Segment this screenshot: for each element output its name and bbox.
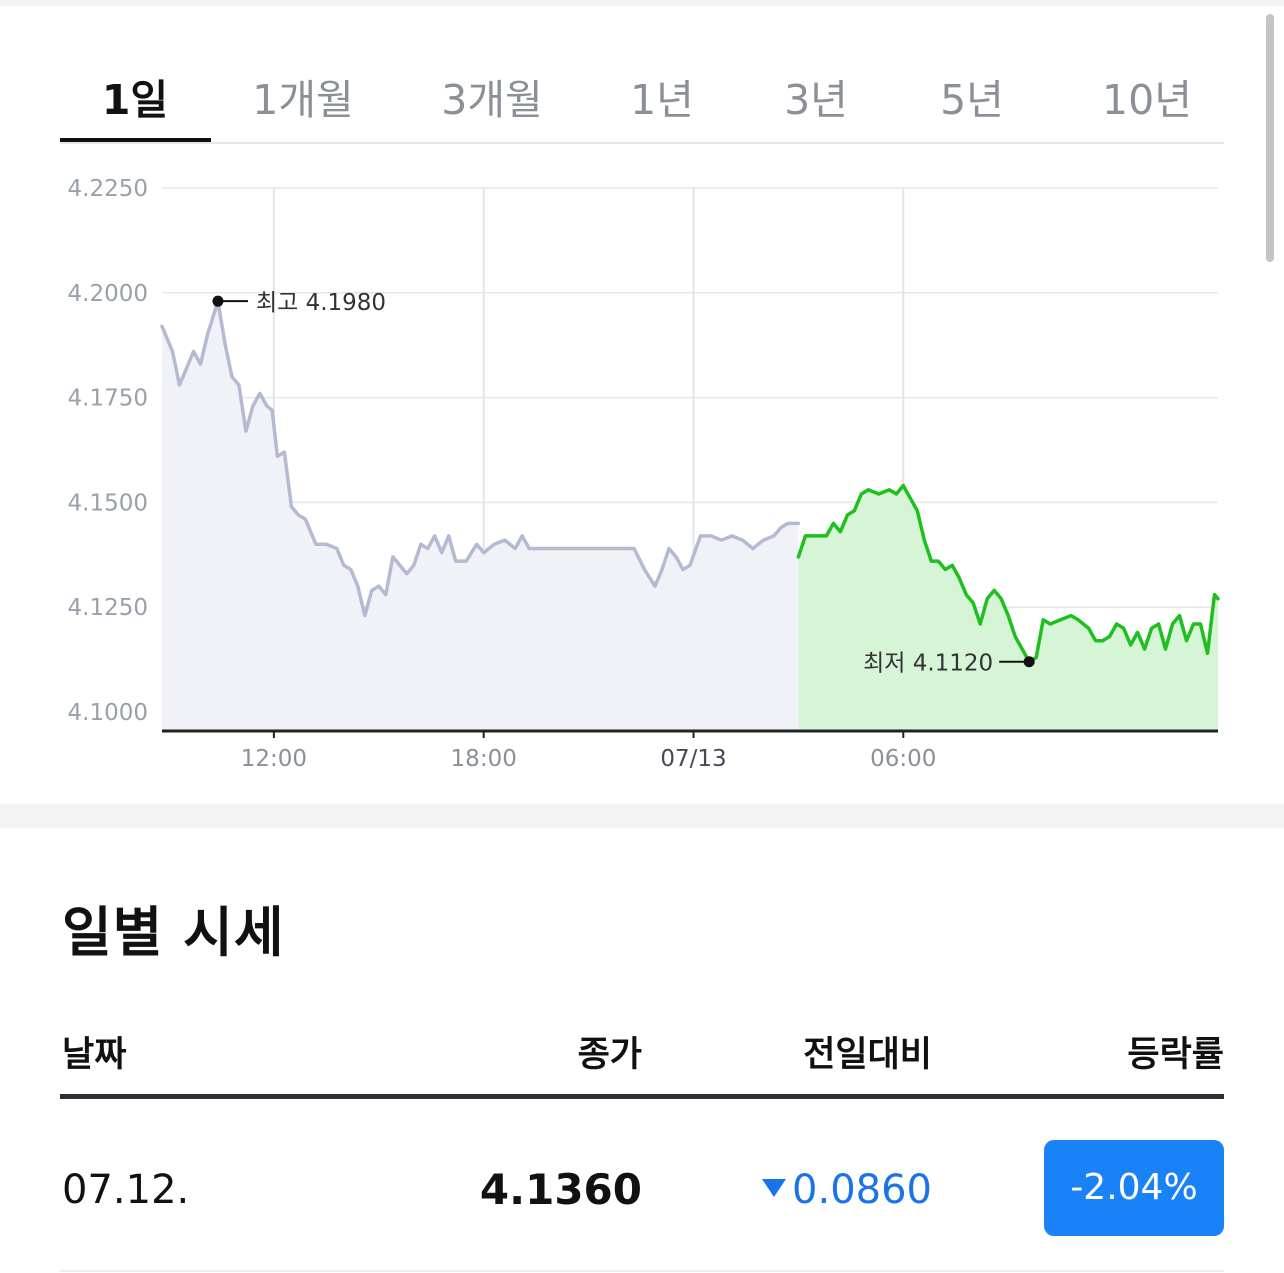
x-tick-label: 06:00 — [870, 746, 936, 772]
high-low-markers: 최고 4.1980 최저 4.1120 — [212, 290, 1035, 677]
price-line-0 — [160, 299, 801, 618]
row-date: 07.12. — [62, 1167, 190, 1213]
daily-price-title: 일별 시세 — [62, 901, 285, 964]
tab-3y[interactable]: 3년 — [784, 76, 848, 124]
y-tick-label: 4.1750 — [68, 386, 148, 412]
top-strip — [0, 0, 1284, 6]
price-areas — [162, 301, 1218, 730]
price-area-0 — [162, 301, 799, 730]
down-triangle-icon — [762, 1179, 787, 1197]
tab-5y[interactable]: 5년 — [940, 76, 1004, 124]
col-header-close: 종가 — [577, 1035, 642, 1075]
y-tick-label: 4.1500 — [68, 490, 148, 516]
tab-1m[interactable]: 1개월 — [252, 76, 354, 124]
tab-10y[interactable]: 10년 — [1102, 76, 1192, 124]
x-tick-labels: 12:00 18:00 07/13 06:00 — [241, 746, 937, 772]
y-tick-label: 4.2250 — [68, 176, 148, 202]
col-header-change: 전일대비 — [803, 1035, 932, 1075]
low-label: 최저 4.1120 — [863, 651, 993, 677]
y-tick-labels: 4.2250 4.2000 4.1750 4.1500 4.1250 4.1000 — [68, 176, 148, 726]
row-change-value: 0.0860 — [792, 1167, 932, 1213]
price-line-1 — [796, 483, 1220, 664]
row-change: 0.0860 — [762, 1162, 932, 1218]
active-tab-indicator — [60, 138, 211, 143]
col-header-rate: 등락률 — [1127, 1035, 1224, 1075]
row-close: 4.1360 — [479, 1165, 642, 1214]
y-tick-label: 4.1250 — [68, 595, 148, 621]
intraday-chart[interactable]: 4.2250 4.2000 4.1750 4.1500 4.1250 4.1000 12:… — [0, 160, 1284, 800]
y-tick-label: 4.2000 — [68, 281, 148, 307]
section-separator — [0, 804, 1284, 828]
row-divider — [60, 1270, 1224, 1272]
price-area-1 — [798, 485, 1218, 730]
tab-1y[interactable]: 1년 — [630, 76, 694, 124]
change-rate-badge: -2.04% — [1044, 1140, 1224, 1236]
scrollbar[interactable] — [1266, 14, 1274, 262]
table-header-divider — [60, 1094, 1224, 1099]
x-tick-label: 18:00 — [451, 746, 517, 772]
x-tick-label: 07/13 — [660, 746, 726, 772]
tabs-divider — [60, 142, 1224, 144]
tab-1d[interactable]: 1일 — [101, 76, 169, 124]
price-lines — [160, 299, 1220, 664]
period-tabs: 1일 1개월 3개월 1년 3년 5년 10년 — [60, 58, 1224, 144]
high-label: 최고 4.1980 — [256, 290, 386, 316]
tab-3m[interactable]: 3개월 — [441, 76, 543, 124]
y-tick-label: 4.1000 — [68, 700, 148, 726]
col-header-date: 날짜 — [62, 1035, 127, 1075]
x-tick-label: 12:00 — [241, 746, 307, 772]
